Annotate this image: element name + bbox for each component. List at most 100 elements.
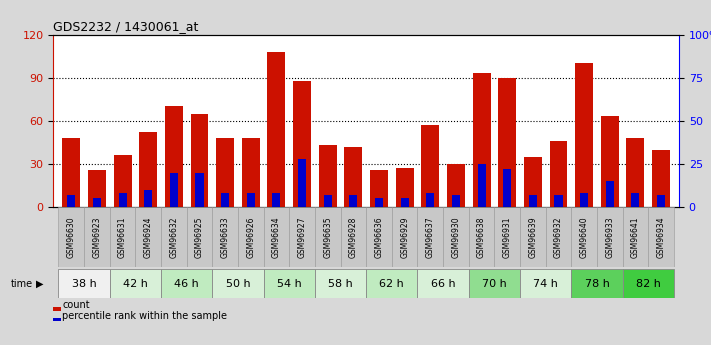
Bar <box>443 207 469 267</box>
Text: GDS2232 / 1430061_at: GDS2232 / 1430061_at <box>53 20 198 33</box>
Bar <box>623 269 674 298</box>
Bar <box>555 195 562 207</box>
Bar <box>550 141 567 207</box>
Bar <box>315 269 366 298</box>
Bar <box>319 145 337 207</box>
Bar <box>216 138 234 207</box>
Bar <box>238 207 264 267</box>
Bar <box>572 207 597 267</box>
Bar <box>324 195 332 207</box>
Bar <box>293 80 311 207</box>
Bar <box>289 207 315 267</box>
Text: GSM96632: GSM96632 <box>169 216 178 258</box>
Text: GSM96929: GSM96929 <box>400 216 409 258</box>
Text: 46 h: 46 h <box>174 279 199 289</box>
Text: 50 h: 50 h <box>225 279 250 289</box>
Text: 54 h: 54 h <box>277 279 301 289</box>
Text: GSM96635: GSM96635 <box>324 216 332 258</box>
Bar <box>478 164 486 207</box>
Bar <box>652 149 670 207</box>
Bar <box>473 73 491 207</box>
Bar <box>114 155 132 207</box>
Text: GSM96927: GSM96927 <box>298 216 306 258</box>
Bar <box>392 207 417 267</box>
Bar <box>545 207 572 267</box>
Bar <box>366 269 417 298</box>
Text: GSM96638: GSM96638 <box>477 216 486 258</box>
Text: GSM96926: GSM96926 <box>246 216 255 258</box>
Text: GSM96637: GSM96637 <box>426 216 434 258</box>
Bar <box>366 207 392 267</box>
Bar <box>161 207 187 267</box>
Text: 58 h: 58 h <box>328 279 353 289</box>
Bar <box>109 207 135 267</box>
Text: GSM96924: GSM96924 <box>144 216 153 258</box>
Text: 74 h: 74 h <box>533 279 558 289</box>
Bar <box>315 207 341 267</box>
Bar <box>422 125 439 207</box>
Text: GSM96932: GSM96932 <box>554 216 563 258</box>
Bar <box>648 207 674 267</box>
Text: GSM96633: GSM96633 <box>220 216 230 258</box>
Bar <box>626 138 644 207</box>
Text: GSM96639: GSM96639 <box>528 216 538 258</box>
Bar <box>88 170 106 207</box>
Bar <box>341 207 366 267</box>
Bar <box>370 170 388 207</box>
Bar <box>264 207 289 267</box>
Bar <box>494 207 520 267</box>
Bar <box>349 195 358 207</box>
Bar <box>58 207 84 267</box>
Bar <box>187 207 213 267</box>
Text: GSM96931: GSM96931 <box>503 216 512 258</box>
Bar <box>58 269 109 298</box>
Bar <box>657 195 665 207</box>
Bar <box>221 193 229 207</box>
Text: GSM96636: GSM96636 <box>375 216 383 258</box>
Bar <box>344 147 363 207</box>
Bar <box>469 207 494 267</box>
Bar <box>119 193 127 207</box>
Text: 62 h: 62 h <box>380 279 404 289</box>
Bar <box>395 168 414 207</box>
Text: percentile rank within the sample: percentile rank within the sample <box>63 311 228 321</box>
Text: 70 h: 70 h <box>482 279 507 289</box>
Bar <box>272 193 280 207</box>
Bar <box>452 195 460 207</box>
Bar <box>84 207 109 267</box>
Bar <box>426 193 434 207</box>
Text: GSM96934: GSM96934 <box>656 216 665 258</box>
Bar <box>498 78 516 207</box>
Bar <box>161 269 213 298</box>
Bar <box>93 198 101 207</box>
Text: GSM96928: GSM96928 <box>349 217 358 258</box>
Bar <box>170 172 178 207</box>
Text: GSM96930: GSM96930 <box>451 216 461 258</box>
Bar <box>144 190 152 207</box>
Bar <box>267 52 285 207</box>
Bar <box>575 63 593 207</box>
Text: ▶: ▶ <box>36 279 43 289</box>
Text: GSM96641: GSM96641 <box>631 216 640 258</box>
Text: GSM96640: GSM96640 <box>579 216 589 258</box>
Text: 66 h: 66 h <box>431 279 456 289</box>
Bar <box>417 269 469 298</box>
Bar <box>135 207 161 267</box>
Text: GSM96933: GSM96933 <box>605 216 614 258</box>
Bar <box>196 172 203 207</box>
Text: 42 h: 42 h <box>123 279 148 289</box>
Bar <box>68 195 75 207</box>
Text: GSM96631: GSM96631 <box>118 216 127 258</box>
Text: time: time <box>11 279 33 289</box>
Bar <box>213 207 238 267</box>
Bar <box>264 269 315 298</box>
Bar <box>469 269 520 298</box>
Bar <box>529 195 537 207</box>
Text: 78 h: 78 h <box>584 279 609 289</box>
Bar <box>375 198 383 207</box>
Text: GSM96630: GSM96630 <box>67 216 76 258</box>
Bar <box>524 157 542 207</box>
Bar <box>606 181 614 207</box>
Bar <box>298 159 306 207</box>
Text: 82 h: 82 h <box>636 279 661 289</box>
